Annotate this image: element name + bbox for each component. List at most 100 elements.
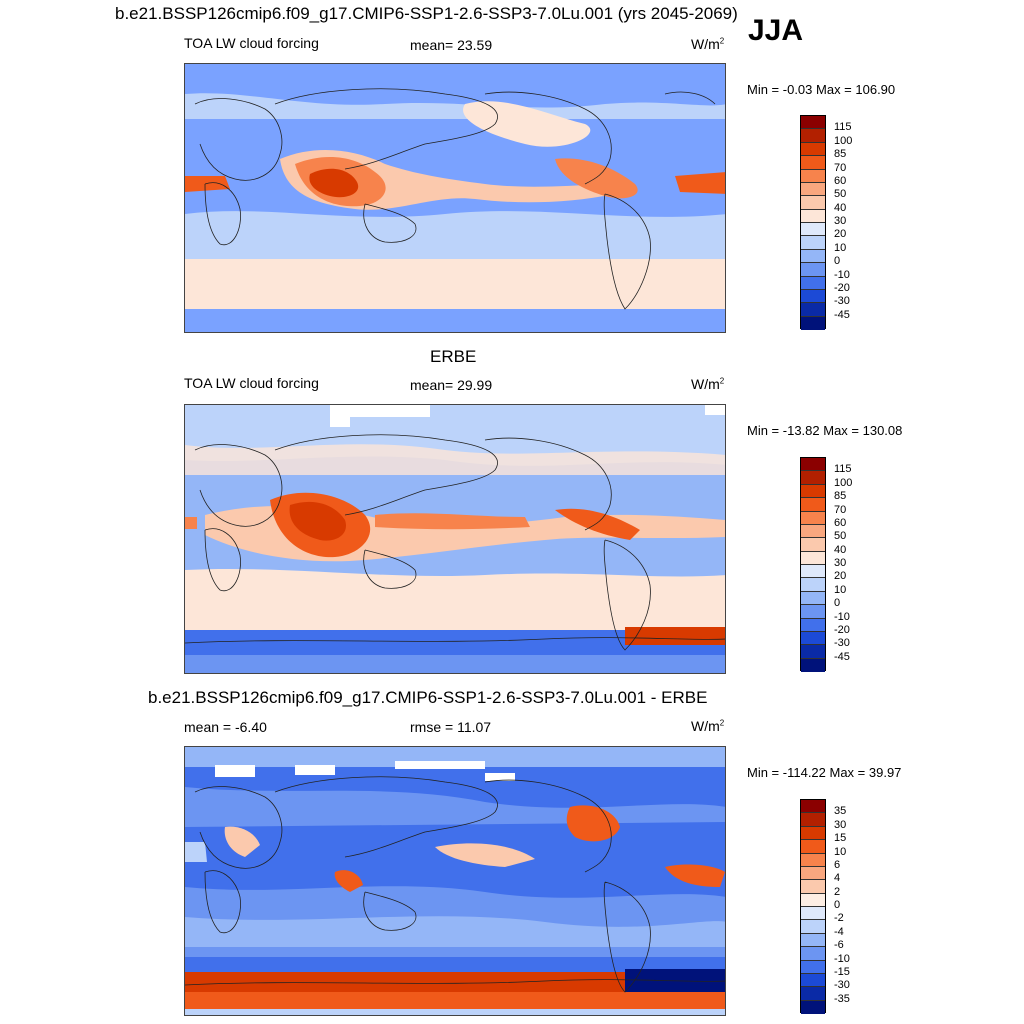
colorbar-segment — [801, 263, 825, 277]
colorbar-segment — [801, 182, 825, 197]
panel-3-units: W/m2 — [691, 718, 725, 734]
colorbar-tick-label: 85 — [834, 490, 847, 503]
colorbar-tick-label: 115 — [834, 121, 852, 134]
colorbar-tick-label: 70 — [834, 503, 847, 516]
colorbar-segment — [801, 511, 825, 525]
colorbar-segment — [801, 880, 825, 894]
colorbar-segment — [801, 565, 825, 579]
colorbar-tick-label: 60 — [834, 174, 847, 187]
panel-3-title: b.e21.BSSP126cmip6.f09_g17.CMIP6-SSP1-2.… — [148, 688, 708, 707]
colorbar-tick-label: 10 — [834, 241, 847, 254]
colorbar-tick-label: 30 — [834, 557, 847, 569]
colorbar-tick-label: -35 — [834, 992, 850, 1005]
panel-1-mean: mean= 23.59 — [410, 37, 493, 53]
colorbar-segment — [801, 316, 825, 330]
colorbar-segment — [801, 551, 825, 565]
panel-2-units: W/m2 — [691, 376, 725, 392]
colorbar-segment — [801, 156, 825, 170]
colorbar-segment — [801, 840, 825, 854]
colorbar-tick-label: 100 — [834, 476, 853, 489]
season-label: JJA — [748, 14, 804, 47]
colorbar-segment — [801, 276, 825, 290]
colorbar-segment — [801, 987, 825, 1001]
colorbar-segment — [801, 813, 825, 827]
colorbar-tick-label: 100 — [834, 134, 853, 147]
colorbar-segment — [801, 129, 825, 143]
colorbar-tick-label: 10 — [834, 845, 847, 858]
panel-2-mean: mean= 29.99 — [410, 377, 493, 393]
colorbar-segment — [801, 1000, 825, 1014]
colorbar-tick-label: 50 — [834, 530, 847, 543]
colorbar-segment — [801, 973, 825, 988]
colorbar-tick-label: 70 — [834, 161, 847, 174]
panel-3-map — [184, 746, 726, 1016]
colorbar-segment — [801, 249, 825, 264]
colorbar-segment — [801, 236, 825, 250]
colorbar-segment — [801, 591, 825, 606]
panel-3-colorbar — [800, 799, 826, 1014]
colorbar-segment — [801, 169, 825, 183]
panel-2-minmax: Min = -13.82 Max = 130.08 — [747, 423, 903, 438]
colorbar-segment — [801, 933, 825, 948]
colorbar-tick-label: -30 — [834, 637, 850, 650]
colorbar-tick-label: 0 — [834, 597, 841, 610]
colorbar-tick-label: -4 — [834, 925, 844, 938]
colorbar-segment — [801, 498, 825, 512]
panel-1-colorbar — [800, 115, 826, 330]
colorbar-segment — [801, 658, 825, 672]
panel-3-mean: mean = -6.40 — [184, 719, 267, 735]
panel-2-map — [184, 404, 726, 674]
colorbar-tick-label: 0 — [834, 255, 841, 268]
colorbar-segment — [801, 223, 825, 237]
colorbar-segment — [801, 947, 825, 961]
colorbar-tick-label: -6 — [834, 939, 844, 952]
colorbar-segment — [801, 142, 825, 157]
colorbar-segment — [801, 605, 825, 619]
colorbar-tick-label: 40 — [834, 543, 847, 556]
colorbar-tick-label: 40 — [834, 201, 847, 214]
colorbar-segment — [801, 907, 825, 921]
colorbar-tick-label: 50 — [834, 188, 847, 201]
colorbar-tick-label: 15 — [834, 832, 847, 845]
colorbar-tick-label: 10 — [834, 583, 847, 596]
colorbar-segment — [801, 116, 825, 130]
colorbar-tick-label: -10 — [834, 952, 850, 965]
colorbar-segment — [801, 196, 825, 210]
panel-2-colorbar — [800, 457, 826, 672]
colorbar-tick-label: -20 — [834, 281, 850, 294]
colorbar-segment — [801, 458, 825, 472]
colorbar-segment — [801, 893, 825, 907]
colorbar-segment — [801, 920, 825, 934]
panel-1-minmax: Min = -0.03 Max = 106.90 — [747, 82, 896, 97]
colorbar-tick-label: 30 — [834, 215, 847, 227]
colorbar-segment — [801, 618, 825, 632]
colorbar-segment — [801, 538, 825, 552]
panel-3-rmse: rmse = 11.07 — [410, 719, 492, 735]
colorbar-segment — [801, 209, 825, 223]
panel-2-variable: TOA LW cloud forcing — [184, 375, 319, 391]
colorbar-segment — [801, 826, 825, 841]
panel-1-units: W/m2 — [691, 36, 725, 52]
colorbar-tick-label: 6 — [834, 858, 841, 871]
colorbar-tick-label: 20 — [834, 228, 847, 241]
colorbar-tick-label: 30 — [834, 818, 847, 831]
colorbar-segment — [801, 866, 825, 881]
colorbar-tick-label: -45 — [834, 650, 850, 663]
colorbar-tick-label: 0 — [834, 899, 841, 911]
colorbar-tick-label: -10 — [834, 610, 850, 623]
colorbar-segment — [801, 578, 825, 592]
colorbar-tick-label: 85 — [834, 148, 847, 161]
colorbar-tick-label: 2 — [834, 885, 841, 898]
colorbar-tick-label: -30 — [834, 295, 850, 308]
colorbar-segment — [801, 484, 825, 499]
colorbar-segment — [801, 853, 825, 867]
colorbar-tick-label: -30 — [834, 979, 850, 992]
colorbar-tick-label: 115 — [834, 463, 852, 476]
colorbar-segment — [801, 631, 825, 646]
colorbar-segment — [801, 289, 825, 304]
panel-1-variable: TOA LW cloud forcing — [184, 35, 319, 51]
colorbar-segment — [801, 800, 825, 814]
colorbar-segment — [801, 471, 825, 485]
colorbar-tick-label: -20 — [834, 623, 850, 636]
panel-1-title: b.e21.BSSP126cmip6.f09_g17.CMIP6-SSP1-2.… — [115, 4, 738, 23]
